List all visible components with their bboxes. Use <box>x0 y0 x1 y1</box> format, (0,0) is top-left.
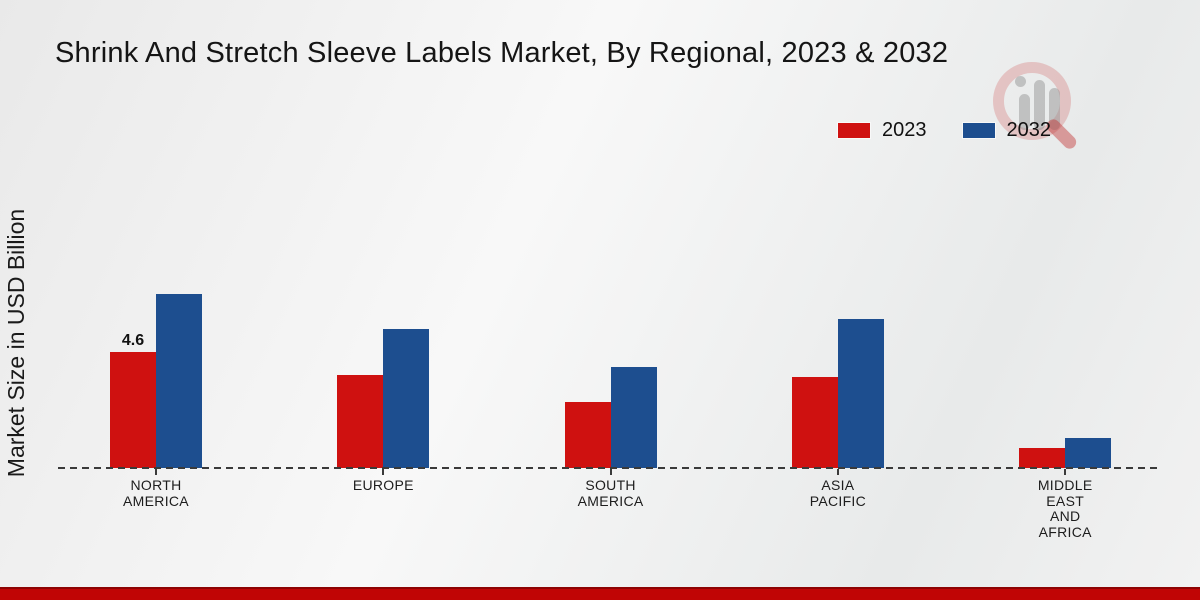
axis-tick <box>155 469 157 475</box>
logo-dot-icon <box>1015 76 1026 87</box>
category-label-asia-pacific: ASIA PACIFIC <box>809 477 867 509</box>
bar-2032-south-america <box>610 367 657 468</box>
category-label-north-america: NORTH AMERICA <box>123 477 189 509</box>
market-research-logo-watermark <box>993 60 1079 152</box>
x-axis-baseline <box>58 467 1159 469</box>
category-label-south-america: SOUTH AMERICA <box>577 477 644 509</box>
bar-2032-north-america <box>156 294 202 468</box>
legend: 2023 2032 <box>838 119 1051 142</box>
logo-ring-icon <box>993 62 1071 140</box>
axis-tick <box>609 469 612 475</box>
legend-swatch-2032 <box>962 123 995 138</box>
bar-2032-europe <box>383 329 430 468</box>
logo-bar-icon <box>1034 80 1045 130</box>
bar-2023-south-america <box>564 402 611 468</box>
category-label-middle-east-and-africa: MIDDLE EAST AND AFRICA <box>1037 477 1093 540</box>
bar-2023-asia-pacific <box>791 377 838 468</box>
bottom-accent-bar <box>0 587 1200 600</box>
bar-2023-middle-east-and-africa <box>1019 448 1066 468</box>
axis-tick <box>382 469 385 475</box>
legend-label-2032: 2032 <box>1006 119 1052 141</box>
bar-2032-middle-east-and-africa <box>1065 438 1112 468</box>
category-label-europe: EUROPE <box>352 477 414 493</box>
y-axis-label: Market Size in USD Billion <box>3 208 29 478</box>
chart-title: Shrink And Stretch Sleeve Labels Market,… <box>55 37 949 69</box>
legend-item-2032: 2032 <box>962 119 1052 142</box>
legend-item-2023: 2023 <box>838 119 927 142</box>
axis-tick <box>836 469 839 475</box>
bar-2032-asia-pacific <box>837 319 884 468</box>
logo-bar-icon <box>1049 88 1060 130</box>
bar-2023-north-america <box>110 352 156 468</box>
logo-bar-icon <box>1019 94 1030 130</box>
legend-label-2023: 2023 <box>882 119 927 141</box>
axis-tick <box>1064 469 1067 475</box>
value-label: 4.6 <box>121 332 145 349</box>
legend-swatch-2023 <box>838 123 870 138</box>
bar-2023-europe <box>337 375 384 468</box>
